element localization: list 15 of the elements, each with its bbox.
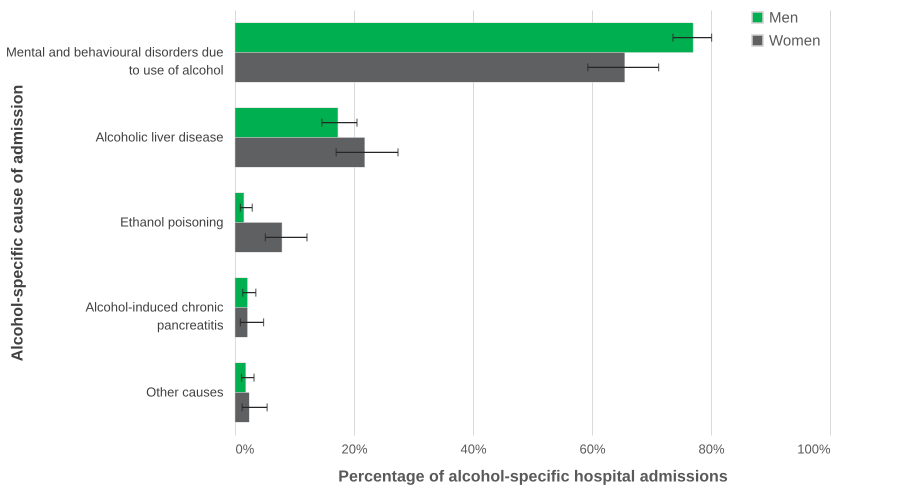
x-tick-label: 100%: [797, 442, 831, 456]
x-tick-label: 60%: [579, 442, 606, 456]
x-tick-label: 20%: [341, 442, 368, 456]
legend-label: Men: [769, 10, 798, 26]
x-tick-label: 0%: [236, 442, 255, 456]
x-tick-label: 40%: [460, 442, 487, 456]
y-tick-label: Mental and behavioural disorders due to use of alcohol: [6, 44, 224, 78]
y-tick-label: Alcoholic liver disease: [96, 130, 224, 144]
y-tick-label: Other causes: [146, 384, 224, 400]
x-axis-title: Percentage of alcohol-specific hospital admissions: [338, 468, 728, 486]
x-tick-label: 80%: [698, 442, 725, 456]
y-tick-label: Ethanol poisoning: [120, 214, 224, 230]
y-tick-label: Alcohol-induced chronic pancreatitis: [85, 300, 224, 332]
legend-label: Women: [769, 32, 820, 50]
y-axis-title: Alcohol-specific cause of admission: [10, 84, 26, 362]
